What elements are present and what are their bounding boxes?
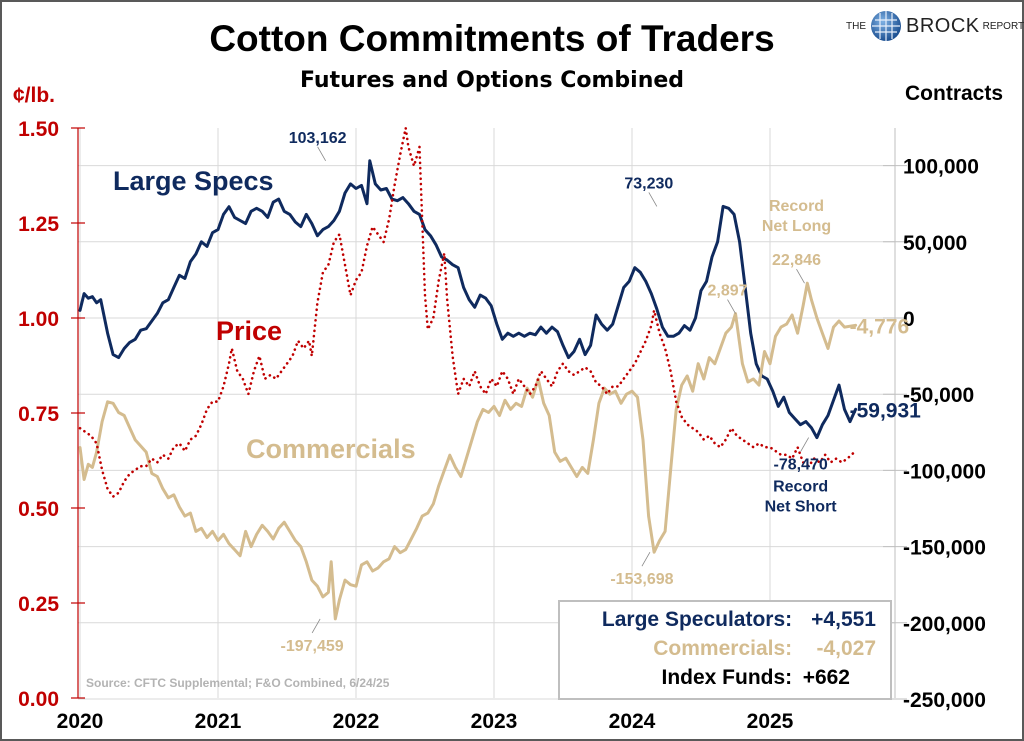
right-axis-tick-label: 100,000 (903, 156, 979, 179)
summary-legend-box: Large Speculators: +4,551 Commercials: -… (558, 600, 892, 700)
source-note: Source: CFTC Supplemental; F&O Combined,… (86, 676, 390, 690)
x-axis-tick-label: 2022 (333, 710, 380, 733)
x-axis-tick-label: 2024 (609, 710, 656, 733)
legend-row-commercials: Commercials: -4,027 (653, 637, 876, 661)
end-value-label: -4,776 (850, 315, 910, 338)
legend-row-index-funds: Index Funds: +662 (661, 666, 850, 690)
right-axis-unit: Contracts (905, 82, 1004, 105)
legend-label: Index Funds: (661, 666, 793, 689)
series-label-commercials: Commercials (246, 434, 416, 464)
legend-value: +4,551 (811, 608, 876, 631)
x-axis-tick-label: 2020 (57, 710, 104, 733)
left-axis-tick-label: 0.25 (18, 593, 59, 616)
x-axis-tick-label: 2023 (471, 710, 518, 733)
annotation-value: 2,897 (707, 283, 747, 300)
legend-label: Commercials: (653, 637, 793, 660)
annotation-value: -153,698 (610, 571, 673, 588)
logo-brock: BROCK (906, 14, 980, 37)
annotation-text: Record (773, 479, 828, 496)
series-line-commercials (78, 281, 858, 621)
chart-subtitle: Futures and Options Combined (299, 68, 685, 93)
legend-value: -4,027 (816, 637, 876, 660)
chart-title: Cotton Commitments of Traders (209, 18, 775, 59)
annotation-value: -197,459 (281, 638, 344, 655)
globe-icon (871, 11, 901, 41)
right-axis-tick-label: -50,000 (903, 384, 974, 407)
annotation-leader (800, 437, 809, 452)
legend-value: +662 (802, 666, 850, 689)
left-axis-tick-label: 0.50 (18, 498, 59, 521)
left-axis-unit: ¢/lb. (13, 84, 56, 107)
logo-the: THE (846, 20, 866, 32)
logo-report: REPORT (982, 20, 1024, 32)
x-axis-tick-label: 2021 (195, 710, 242, 733)
legend-row-large-speculators: Large Speculators: +4,551 (602, 608, 876, 632)
right-axis-tick-label: 50,000 (903, 232, 967, 255)
annotation-leader (311, 618, 321, 634)
left-axis-tick-label: 1.00 (18, 308, 59, 331)
right-axis-tick-label: -100,000 (903, 460, 986, 483)
annotation-value: -78,470 (774, 457, 828, 474)
annotation-leader (317, 146, 326, 161)
left-axis-tick-label: 0.75 (18, 403, 59, 426)
left-axis-tick-label: 1.25 (18, 213, 59, 236)
brock-report-logo: THE BROCK REPORT (846, 10, 1024, 42)
annotation-text: Record (769, 198, 824, 215)
left-axis-tick-label: 1.50 (18, 118, 59, 141)
annotation-leader (727, 299, 736, 314)
x-axis-tick-label: 2025 (747, 710, 794, 733)
annotation-leader (641, 552, 651, 567)
right-axis-tick-label: -150,000 (903, 537, 986, 560)
annotation-leader (648, 192, 658, 207)
series-line-price (78, 126, 857, 498)
right-axis-tick-label: -200,000 (903, 613, 986, 636)
annotation-value: 103,162 (289, 130, 347, 147)
left-axis-tick-label: 0.00 (18, 688, 59, 711)
legend-label: Large Speculators: (601, 608, 793, 631)
annotation-text: Net Long (762, 218, 831, 235)
right-axis-tick-label: 0 (903, 308, 915, 331)
annotation-value: 73,230 (624, 175, 673, 192)
series-line-large-specs (78, 159, 858, 440)
series-label-price: Price (216, 316, 282, 346)
annotation-text: Net Short (765, 499, 838, 516)
annotation-leader (796, 268, 805, 284)
series-label-large-specs: Large Specs (113, 166, 274, 196)
end-value-label: -59,931 (850, 399, 922, 422)
right-axis-tick-label: -250,000 (903, 689, 986, 712)
annotation-value: 22,846 (772, 252, 821, 269)
